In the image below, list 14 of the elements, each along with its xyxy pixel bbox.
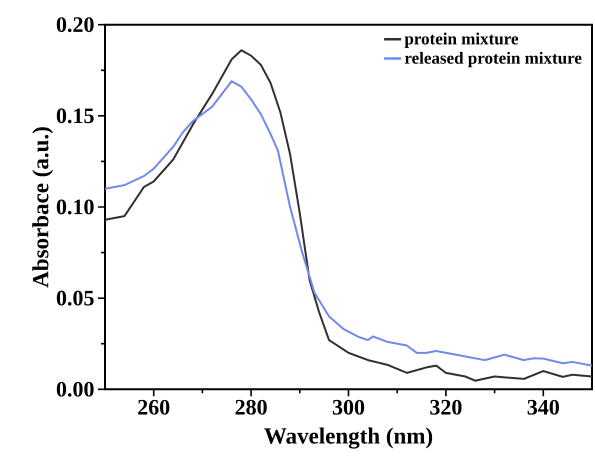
y-tick-label: 0.20 xyxy=(56,17,94,32)
x-tick-label: 340 xyxy=(528,400,559,415)
x-tick-label: 320 xyxy=(430,400,462,415)
y-axis-title: Absorbace (a.u.) xyxy=(32,127,54,288)
y-tick-label: 0.00 xyxy=(56,382,94,397)
legend-label: protein mixture xyxy=(404,32,518,48)
legend-label: released protein mixture xyxy=(404,52,582,68)
y-tick-label: 0.05 xyxy=(56,290,94,306)
y-tick-label: 0.10 xyxy=(56,200,94,214)
x-tick-label: 300 xyxy=(332,400,364,415)
x-axis-title: Wavelength (nm) xyxy=(264,428,432,449)
x-tick-label: 260 xyxy=(138,400,170,415)
x-tick-label: 280 xyxy=(236,400,267,415)
y-tick-label: 0.15 xyxy=(56,108,94,124)
